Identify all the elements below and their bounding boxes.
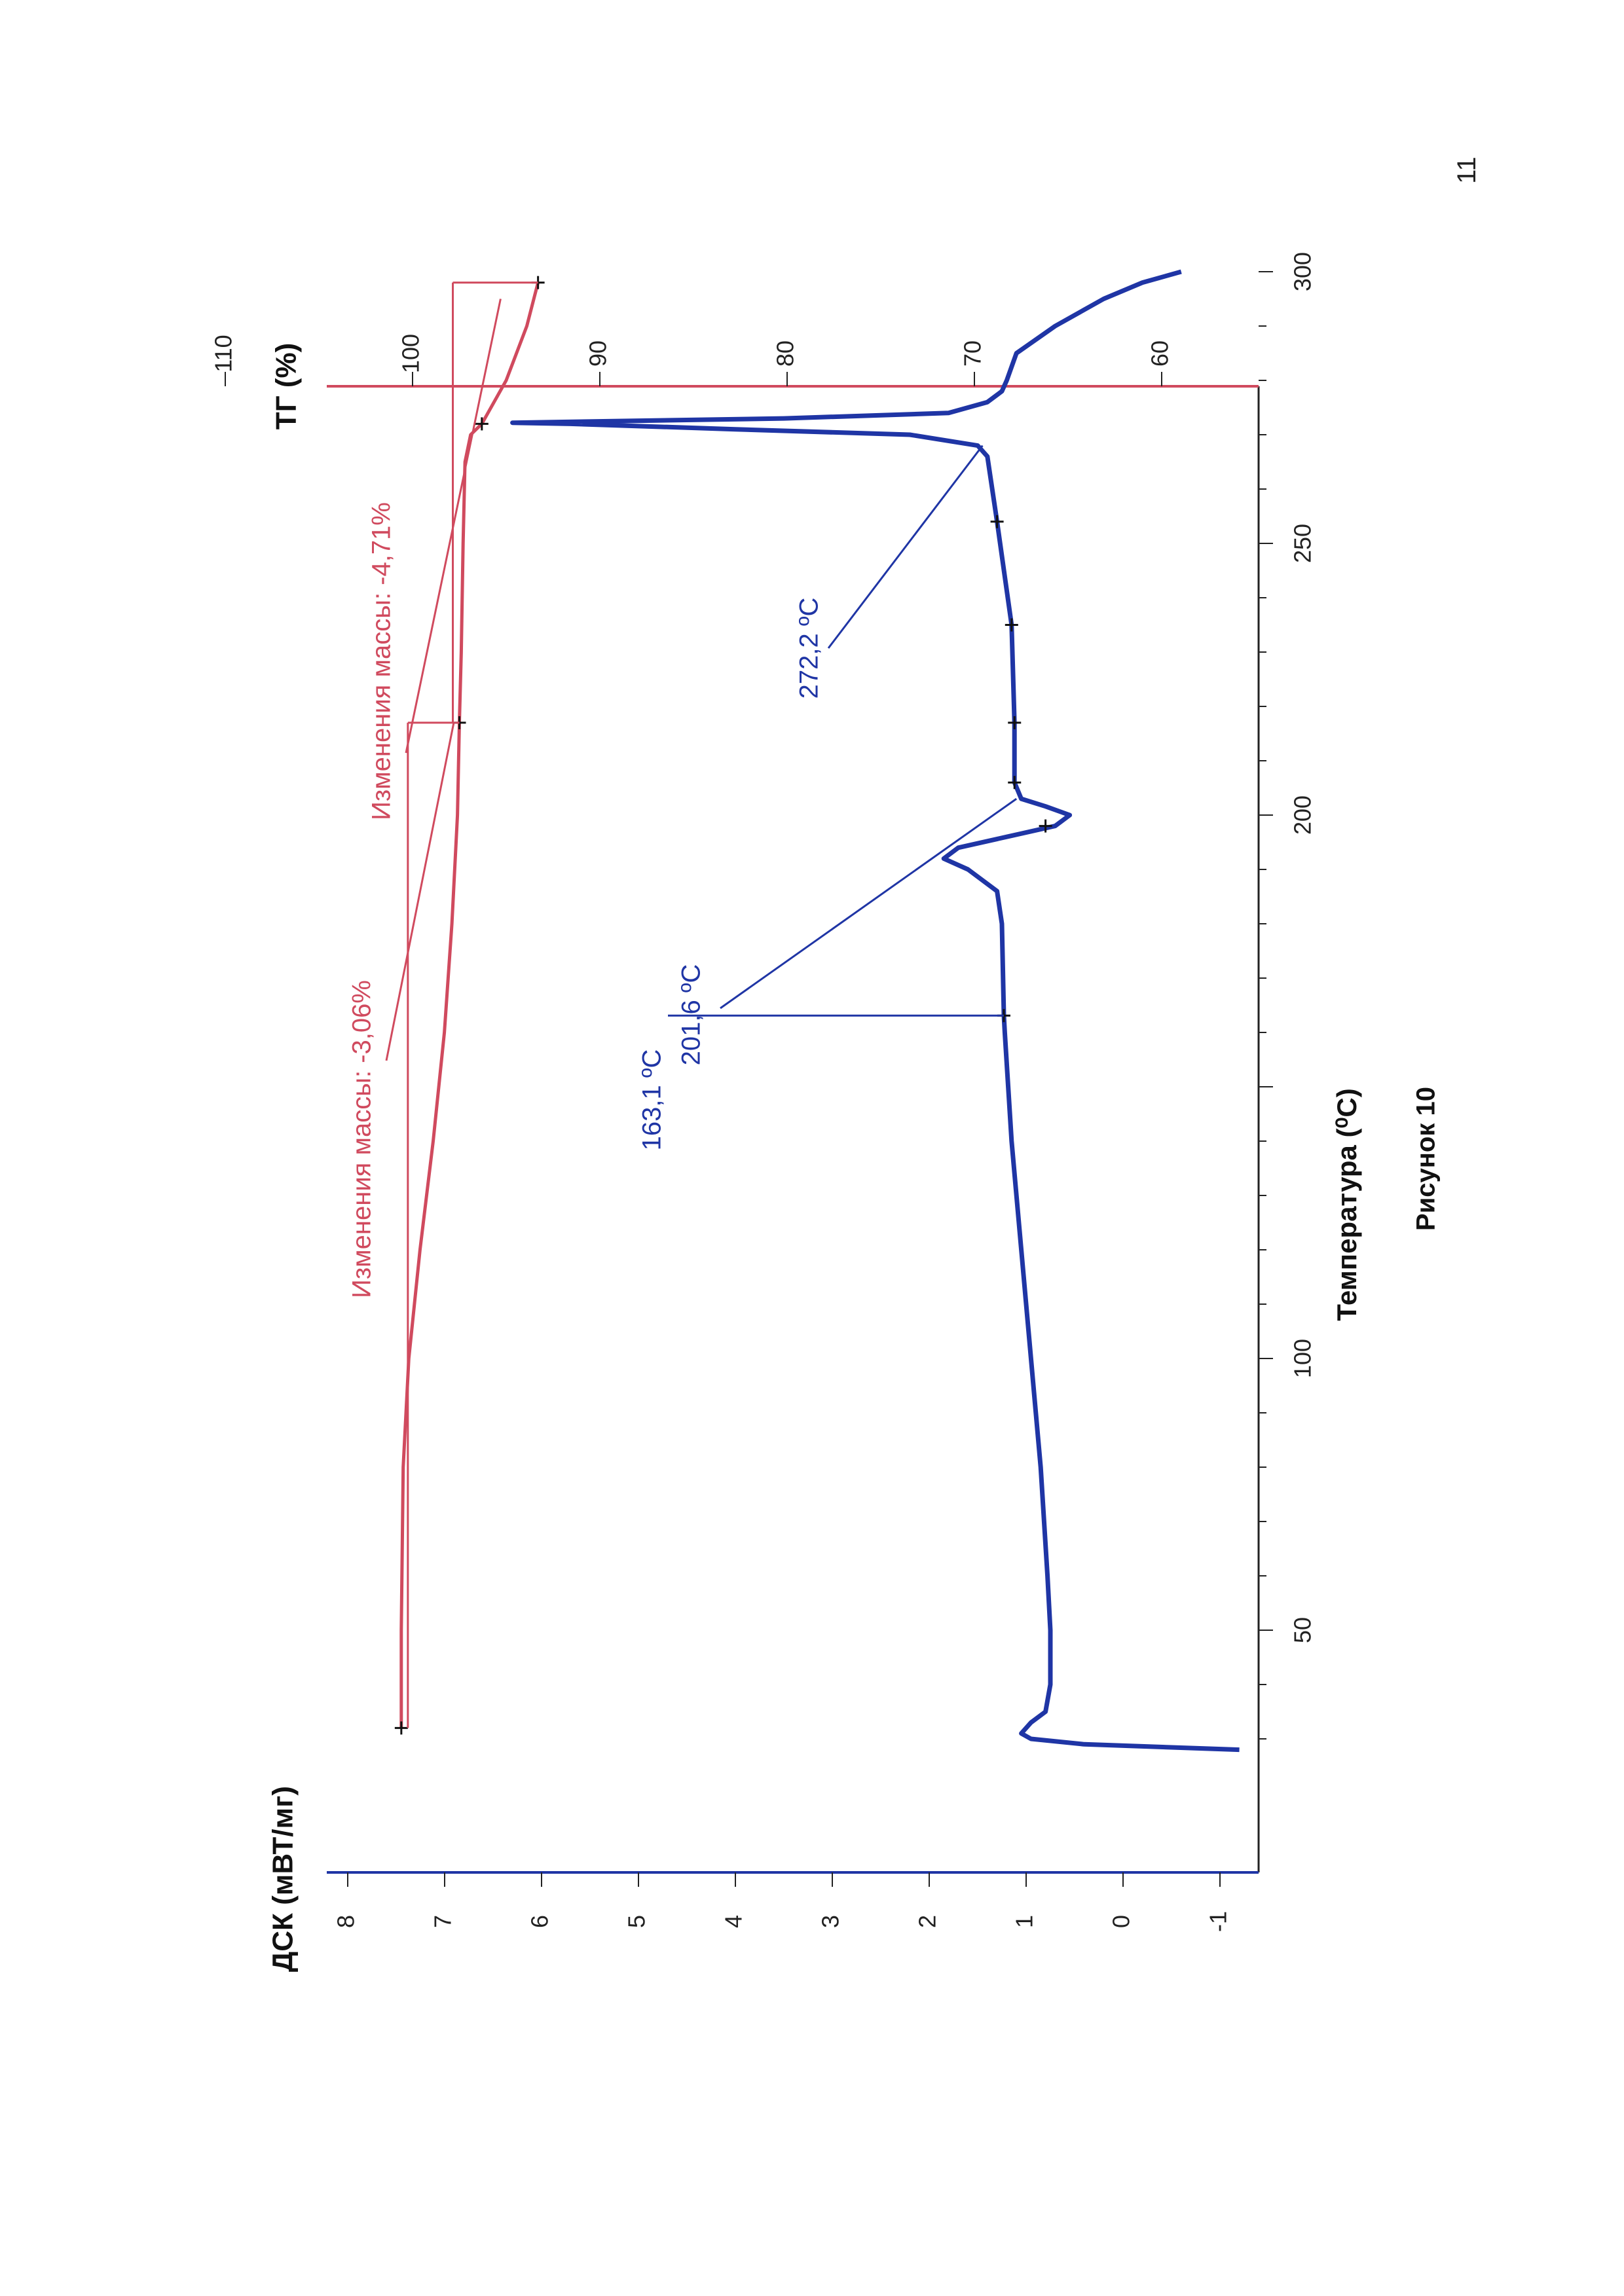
- dsc-tick-label: -1: [1205, 1911, 1232, 1932]
- tg-leader-line: [386, 723, 454, 1061]
- tg-tick-label: 110: [210, 335, 237, 372]
- temperature-tick-label: 100: [1289, 1339, 1316, 1378]
- dsc-peak-label-2: 201,6 ºC: [677, 964, 706, 1066]
- tg-axis-layer: 60 70 80 90 100 110 ТГ (%): [210, 334, 1259, 429]
- temperature-tick-label: 300: [1289, 252, 1316, 291]
- dsc-curve: [513, 272, 1240, 1750]
- dsc-onset-label-1: 163,1 ºC: [638, 1049, 667, 1151]
- tg-tick-label: 80: [772, 340, 799, 367]
- dsc-tick-label: 8: [333, 1915, 360, 1928]
- temperature-tick-label: 50: [1289, 1617, 1316, 1643]
- dsc-onset-label-3: 272,2 ºC: [795, 598, 824, 699]
- dsc-axis-layer: -1 0 1 2 3 4 5 6 7 8 ДСК (мВТ/мг): [267, 1786, 1259, 1972]
- temperature-tick-label: 250: [1289, 524, 1316, 563]
- tg-change-label-1: Изменения массы: -3,06%: [348, 980, 377, 1298]
- tg-change-label-2: Изменения массы: -4,71%: [367, 502, 396, 820]
- tg-tick-label: 60: [1147, 340, 1173, 367]
- tg-tick-label: 100: [397, 334, 424, 373]
- tg-tick-label: 70: [959, 340, 986, 367]
- dsc-tick-label: 5: [623, 1915, 650, 1928]
- figure-caption: Рисунок 10: [1412, 1087, 1441, 1231]
- dsc-tick-label: 1: [1011, 1915, 1038, 1928]
- dsc-leader-line: [720, 799, 1016, 1008]
- dsc-leader-line: [828, 446, 982, 648]
- series-layer: [401, 272, 1240, 1750]
- annotation-layer: Изменения массы: -3,06% Изменения массы: …: [348, 276, 1441, 1735]
- tg-axis-title: ТГ (%): [270, 343, 303, 429]
- dsc-tick-label: 2: [914, 1915, 941, 1928]
- tg-tick-label: 90: [585, 340, 612, 367]
- tg-curve: [401, 283, 538, 1728]
- dsc-tick-label: 4: [720, 1915, 747, 1928]
- x-axis-layer: 50 100 200 250 300 Температура (⁰C): [1259, 252, 1362, 1872]
- dsc-tick-label: 7: [430, 1915, 456, 1928]
- temperature-tick-label: 200: [1289, 795, 1316, 835]
- dsc-tick-label: 3: [817, 1915, 844, 1928]
- dsc-tick-label: 6: [526, 1915, 553, 1928]
- dsc-axis-title: ДСК (мВТ/мг): [267, 1786, 299, 1972]
- temperature-axis-title: Температура (⁰C): [1331, 1088, 1362, 1321]
- dsc-tick-label: 0: [1108, 1915, 1135, 1928]
